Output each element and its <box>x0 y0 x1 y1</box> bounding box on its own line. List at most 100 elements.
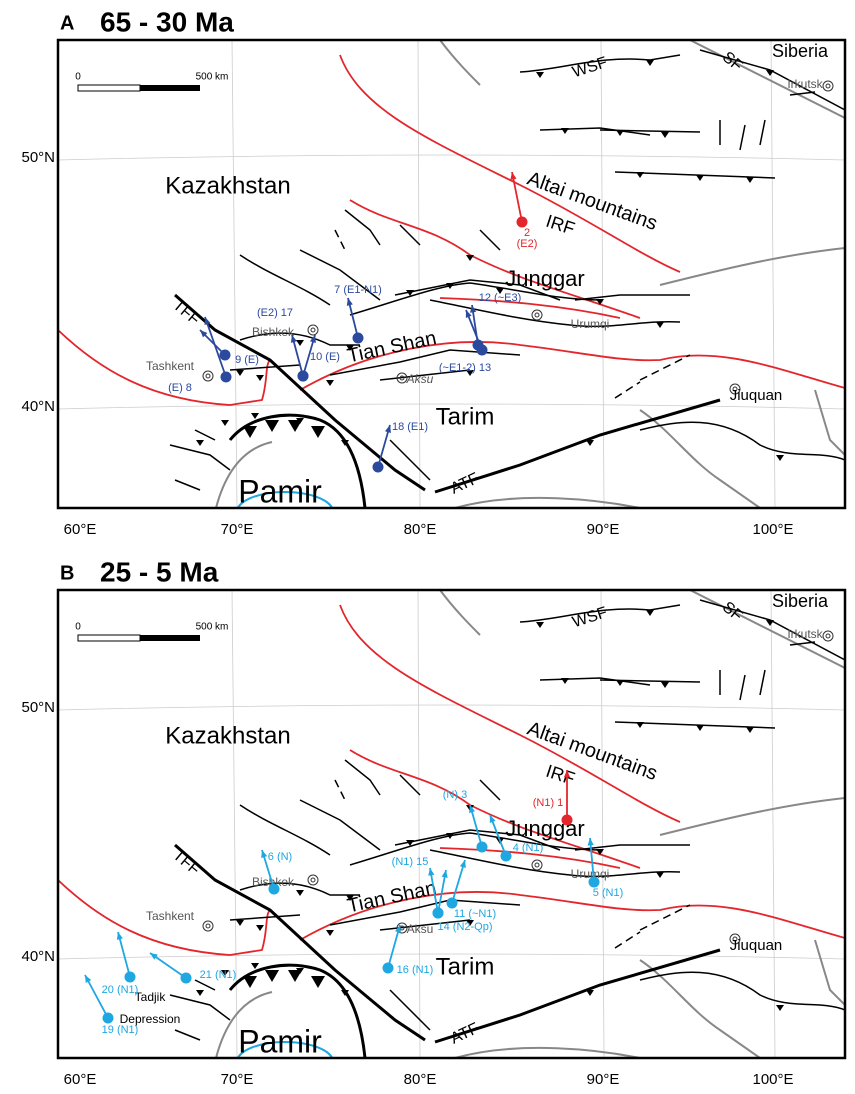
major-fault <box>174 843 426 1042</box>
thrust-tooth <box>561 128 569 134</box>
place-label: Urumqi <box>571 867 610 881</box>
city-symbol <box>729 383 741 395</box>
suture <box>299 891 845 941</box>
site-label: 10 (E) <box>310 351 340 363</box>
site-arrowhead <box>465 310 472 318</box>
place-label: Siberia <box>772 41 829 61</box>
city-symbol <box>307 324 319 336</box>
thrust-tooth <box>746 727 754 733</box>
site-label: (N1) 1 <box>533 797 564 809</box>
thrust-tooth <box>256 925 264 931</box>
boundary <box>454 496 641 508</box>
map-bg <box>58 590 845 1058</box>
fault <box>344 759 381 796</box>
thrust-tooth <box>265 420 279 432</box>
site-marker <box>220 371 232 383</box>
thrust-tooth <box>616 130 624 136</box>
site-marker <box>588 876 600 888</box>
lat-label: 40°N <box>21 948 55 965</box>
thrust-tooth <box>311 426 325 438</box>
map-frame <box>56 38 847 510</box>
thrust-tooth <box>196 440 204 446</box>
place-label: Pamir <box>238 473 322 509</box>
fault <box>194 429 216 441</box>
fault <box>574 844 690 851</box>
city-symbol <box>205 923 211 929</box>
boundary <box>439 590 481 636</box>
fault-inferred <box>334 779 346 801</box>
thrust-tooth <box>616 680 624 686</box>
boundary <box>659 797 845 836</box>
thrust-tooth <box>288 970 302 982</box>
scale-label: 500 km <box>196 72 229 83</box>
thrust-tooth <box>766 70 774 76</box>
place-label: Irkutsk <box>787 77 823 91</box>
fault <box>239 332 360 346</box>
thrust-tooth <box>341 440 349 446</box>
thrust-tooth <box>661 682 669 688</box>
grid-line <box>600 590 605 1058</box>
grid-line <box>417 40 421 508</box>
fault <box>519 604 681 623</box>
fault <box>239 804 331 856</box>
site-label: 14 (N2-Qp) <box>437 921 492 933</box>
major-fault <box>434 398 721 494</box>
boundary <box>639 959 761 1058</box>
site-label: 16 (N1) <box>397 964 434 976</box>
major-fault <box>228 963 367 1058</box>
boundary <box>689 590 845 669</box>
city-symbol <box>534 312 540 318</box>
city-symbol <box>825 83 831 89</box>
fault <box>329 899 521 926</box>
site-marker <box>476 344 488 356</box>
fault <box>229 914 301 921</box>
fault <box>174 1029 201 1041</box>
map-panel: A 65 - 30 Ma 50°N 40°N 60°E 70°E 80°E 90°E 100°E… <box>21 6 847 538</box>
site-marker <box>516 216 528 228</box>
site-marker <box>297 370 309 382</box>
thrust-tooth <box>776 455 784 461</box>
site-marker <box>268 883 280 895</box>
site-label: 11 (~N1) <box>454 908 496 920</box>
fault <box>739 124 746 151</box>
lon-label: 60°E <box>64 1071 97 1088</box>
site-label: (N1) 15 <box>392 856 429 868</box>
thrust-tooth <box>536 622 544 628</box>
place-label: Bishkek <box>252 325 295 339</box>
fault <box>519 54 681 73</box>
scale-label: 0 <box>75 622 81 633</box>
thrust-tooth <box>496 288 504 294</box>
site-marker <box>180 972 192 984</box>
fault <box>639 971 845 1011</box>
site-marker <box>124 971 136 983</box>
scale-black <box>140 635 200 641</box>
city-symbol <box>531 309 543 321</box>
grid-line <box>231 590 238 1058</box>
thrust-tooth <box>636 172 644 178</box>
thrust-tooth <box>265 970 279 982</box>
lon-label: 60°E <box>64 521 97 538</box>
fault <box>349 282 601 316</box>
thrust-tooth <box>243 976 257 988</box>
fault <box>389 439 431 481</box>
site-label: 19 (N1) <box>102 1024 139 1036</box>
fault <box>399 224 421 246</box>
scale-black <box>140 85 200 91</box>
grid-line <box>770 40 776 508</box>
thrust-tooth <box>346 345 354 351</box>
fault <box>539 127 651 136</box>
place-label: Urumqi <box>571 317 610 331</box>
map-panel: B 25 - 5 Ma 50°N 40°N 60°E 70°E 80°E 90°E 100°E 0… <box>21 556 847 1088</box>
boundary <box>215 991 273 1058</box>
thrust-tooth <box>596 849 604 855</box>
suture <box>58 329 271 406</box>
site-arrowhead <box>85 975 92 983</box>
place-label: Aksu <box>406 372 434 386</box>
fault <box>789 641 816 646</box>
fault <box>169 994 231 1021</box>
site-arrowhead <box>441 870 448 878</box>
site-marker <box>500 850 512 862</box>
lon-label: 70°E <box>221 521 254 538</box>
